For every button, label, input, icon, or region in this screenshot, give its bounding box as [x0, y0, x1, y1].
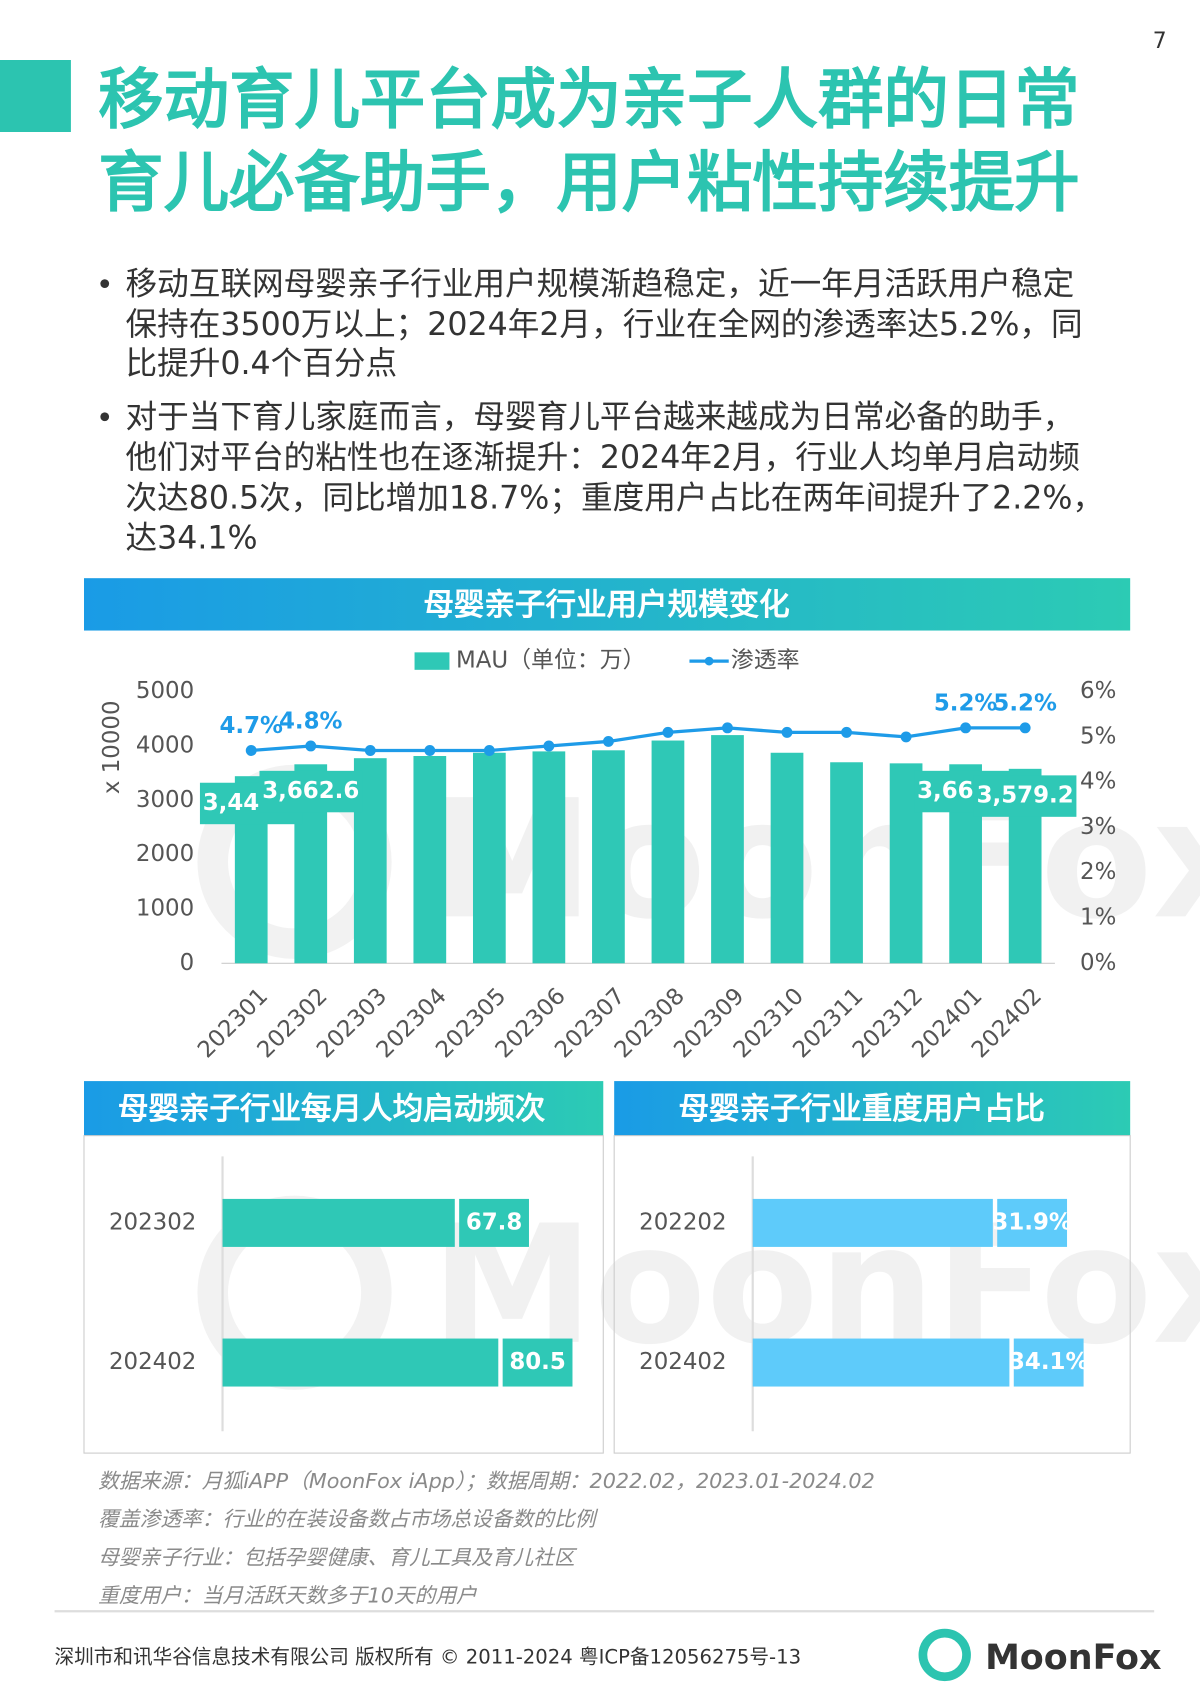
data-label: 80.5 [509, 1349, 565, 1375]
line-point [900, 731, 912, 743]
line-point [662, 726, 674, 738]
legend-label: 渗透率 [731, 648, 800, 674]
chart-header [84, 578, 1131, 631]
legend-swatch [704, 656, 714, 666]
data-label: 3,579.2 [977, 783, 1074, 809]
legend-swatch [414, 652, 450, 670]
y2-tick-label: 6% [1080, 678, 1116, 704]
data-label-box [1013, 1338, 1084, 1387]
bullets: 移动互联网母婴亲子行业用户规模渐趋稳定，近一年月活跃用户稳定 保持在3500万以… [100, 267, 1104, 557]
line-point [841, 726, 852, 738]
y2-tick-label: 3% [1080, 814, 1116, 840]
bullet-dot [100, 279, 110, 288]
line-point [960, 722, 972, 734]
line-point [483, 745, 495, 756]
bullet-line: 次达80.5次，同比增加18.7%；重度用户占比在两年间提升了2.2%， [125, 480, 1104, 516]
y2-tick-label: 0% [1080, 950, 1116, 976]
bar [222, 1198, 455, 1247]
bar [472, 752, 506, 964]
y-tick-label: 1000 [136, 895, 194, 921]
data-label-box [997, 1198, 1068, 1247]
chart-header [84, 1081, 604, 1136]
y-tick-label: 4000 [136, 732, 194, 758]
line-point [1019, 722, 1031, 734]
data-label: 34.1% [1009, 1349, 1088, 1375]
note: 重度用户：当月活跃天数多于10天的用户 [98, 1584, 478, 1608]
bullet-dot [100, 412, 110, 422]
data-label: 5.2% [993, 690, 1057, 716]
data-label: 4.8% [279, 708, 343, 734]
chart-title: 母婴亲子行业每月人均启动频次 [118, 1091, 546, 1127]
line-point [722, 722, 733, 734]
y-axis-label: x 10000 [99, 700, 125, 794]
bar [592, 750, 625, 964]
footer: 深圳市和讯华谷信息技术有限公司 版权所有 © 2011-2024 粤ICP备12… [55, 1646, 802, 1669]
logo-icon [918, 1628, 971, 1682]
bar [770, 752, 804, 964]
data-label: 31.9% [992, 1209, 1071, 1235]
charts: 母婴亲子行业用户规模变化 x 10000 0 1000 2000 3000 4000 5000… [99, 587, 1116, 1432]
page-number: 7 [1153, 29, 1167, 54]
bullet-line: 比提升0.4个百分点 [125, 346, 397, 382]
bar [711, 735, 744, 964]
chart-title: 母婴亲子行业重度用户占比 [679, 1092, 1045, 1127]
data-label-box [502, 1338, 573, 1387]
line-point [245, 745, 257, 756]
data-label: 4.7% [219, 713, 283, 739]
y-tick-label: 0 [180, 950, 195, 976]
line-point [305, 740, 317, 752]
data-label-box [459, 1198, 529, 1247]
y2-tick-label: 1% [1080, 904, 1116, 930]
y-tick-label: 5000 [136, 678, 194, 704]
y-tick-label: 202402 [639, 1349, 726, 1375]
note: 母婴亲子行业：包括孕婴健康、育儿工具及育儿社区 [98, 1545, 578, 1569]
chart-header [614, 1081, 1131, 1136]
y-tick-label: 202302 [109, 1209, 196, 1235]
line-point [424, 745, 436, 756]
data-label: 3,662.6 [262, 778, 359, 804]
y2-tick-label: 2% [1080, 859, 1116, 885]
chart-title: 母婴亲子行业用户规模变化 [423, 587, 789, 623]
y2-tick-label: 5% [1080, 723, 1116, 749]
bar [222, 1338, 499, 1387]
bullet-line: 他们对平台的粘性也在逐渐提升：2024年2月，行业人均单月启动频 [125, 440, 1079, 476]
title-line: 育儿必备助手，用户粘性持续提升 [98, 145, 1080, 221]
bar [413, 756, 447, 964]
y-tick-label: 202402 [109, 1349, 196, 1375]
note: 覆盖渗透率：行业的在装设备数占市场总设备数的比例 [98, 1507, 599, 1531]
logo: MoonFox [985, 1638, 1161, 1678]
note: 数据来源：月狐iAPP（MoonFox iApp）；数据周期：2022.02，2… [98, 1469, 875, 1493]
line [251, 726, 1026, 753]
line-point [543, 740, 555, 752]
bullet-line: 保持在3500万以上；2024年2月，行业在全网的渗透率达5.2%，同 [125, 307, 1082, 343]
bar [651, 740, 685, 964]
title-block [0, 60, 71, 132]
bar [830, 762, 863, 964]
title-line: 移动育儿平台成为亲子人群的日常 [98, 62, 1080, 138]
y-tick-label: 2000 [136, 841, 194, 867]
bar [532, 751, 566, 964]
bar [752, 1198, 993, 1247]
bar [752, 1338, 1010, 1387]
chart-panel [83, 1135, 604, 1454]
data-label-box [973, 775, 1077, 817]
data-label-box [259, 770, 363, 813]
bullet-line: 达34.1% [125, 521, 257, 557]
bullet-line: 移动互联网母婴亲子行业用户规模渐趋稳定，近一年月活跃用户稳定 [125, 267, 1074, 303]
line-point [781, 726, 793, 738]
line-point [602, 735, 614, 747]
line-point [364, 745, 376, 756]
data-label: 67.8 [466, 1209, 522, 1235]
bullet-line: 对于当下育儿家庭而言，母婴育儿平台越来越成为日常必备的助手， [125, 400, 1074, 436]
y-tick-label: 202202 [639, 1209, 726, 1235]
chart-panel [613, 1135, 1131, 1454]
data-label: 5.2% [934, 690, 998, 716]
y-tick-label: 3000 [136, 787, 194, 813]
y2-tick-label: 4% [1080, 769, 1116, 795]
legend-label: MAU（单位：万） [456, 648, 646, 674]
